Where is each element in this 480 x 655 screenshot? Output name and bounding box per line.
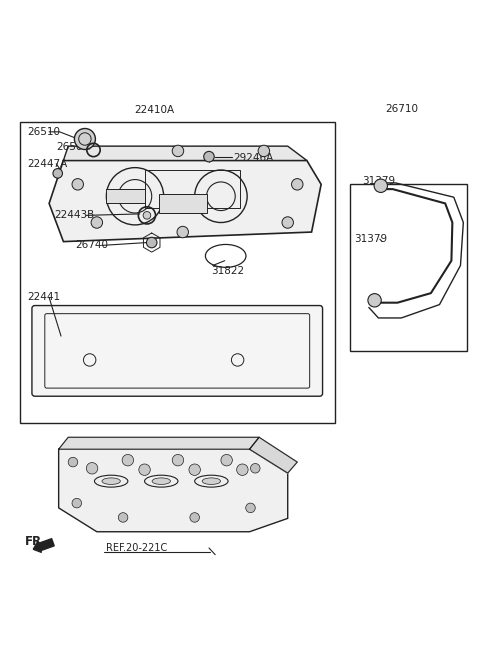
Text: 31822: 31822 [211, 266, 244, 276]
Circle shape [118, 513, 128, 522]
FancyBboxPatch shape [32, 305, 323, 396]
Text: 31379: 31379 [355, 234, 388, 244]
Polygon shape [59, 438, 259, 449]
Polygon shape [49, 160, 321, 242]
Circle shape [189, 464, 200, 476]
Text: 22441: 22441 [28, 292, 61, 303]
Circle shape [172, 145, 184, 157]
Text: 26510: 26510 [28, 127, 60, 137]
Bar [21, 122, 336, 423]
Bar [144, 170, 240, 208]
Circle shape [190, 513, 199, 522]
Text: REF.20-221C: REF.20-221C [107, 543, 168, 553]
Circle shape [122, 455, 133, 466]
Circle shape [291, 179, 303, 190]
Circle shape [139, 464, 150, 476]
Polygon shape [250, 438, 297, 473]
Circle shape [91, 217, 103, 228]
FancyArrow shape [33, 538, 54, 552]
Circle shape [177, 227, 189, 238]
Circle shape [172, 455, 184, 466]
Circle shape [143, 212, 151, 219]
Text: 29246A: 29246A [233, 153, 273, 163]
Text: 22447A: 22447A [28, 159, 68, 169]
Circle shape [368, 293, 381, 307]
Circle shape [246, 503, 255, 513]
Circle shape [251, 464, 260, 473]
Circle shape [237, 464, 248, 476]
Circle shape [53, 168, 62, 178]
Circle shape [258, 145, 270, 157]
Text: 26740: 26740 [75, 240, 108, 250]
Circle shape [68, 457, 78, 467]
Text: 22443B: 22443B [54, 210, 94, 220]
Text: 31379: 31379 [362, 176, 395, 185]
Circle shape [374, 179, 387, 193]
Bar [350, 184, 467, 351]
Text: 22410A: 22410A [134, 105, 174, 115]
Polygon shape [59, 449, 288, 532]
Circle shape [282, 217, 293, 228]
Circle shape [86, 462, 98, 474]
Circle shape [204, 151, 214, 162]
Circle shape [72, 179, 84, 190]
Ellipse shape [202, 478, 220, 485]
Bar [159, 194, 206, 213]
Circle shape [221, 455, 232, 466]
Circle shape [72, 498, 82, 508]
Bar [107, 189, 144, 204]
Circle shape [74, 128, 96, 149]
Text: 26502: 26502 [56, 141, 89, 152]
Ellipse shape [152, 478, 170, 485]
Ellipse shape [102, 478, 120, 485]
Text: FR.: FR. [25, 534, 47, 548]
Text: 26710: 26710 [385, 104, 419, 115]
Polygon shape [63, 146, 307, 160]
Circle shape [146, 237, 157, 248]
